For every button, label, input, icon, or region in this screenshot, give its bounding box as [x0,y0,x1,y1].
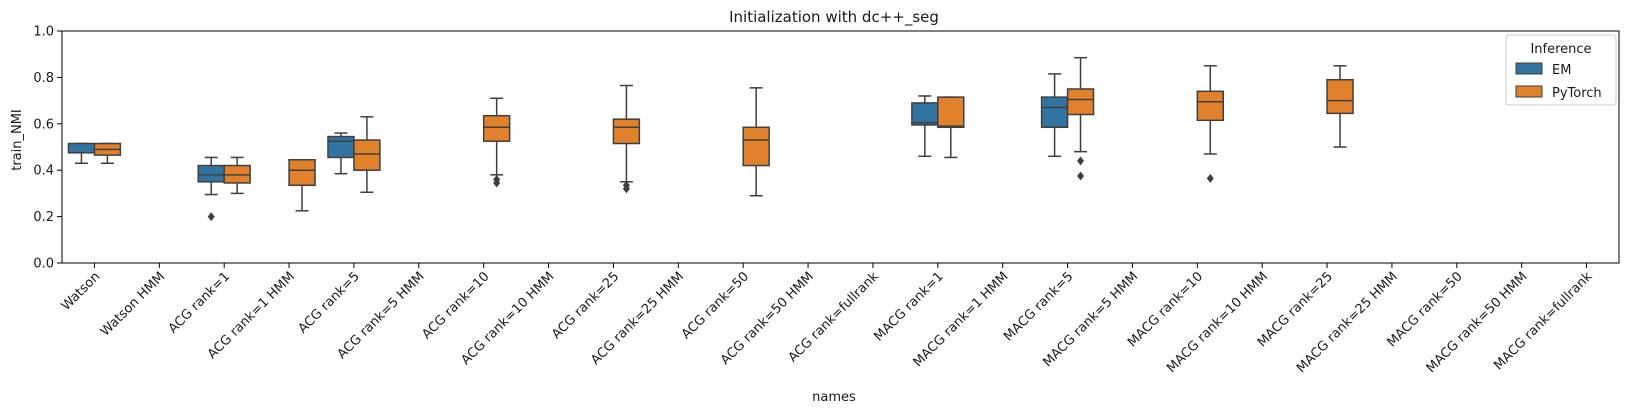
x-tick-label: MACG rank=1 [871,269,946,344]
iqr-box [911,102,939,126]
chart-title: Initialization with dc++_seg [729,8,939,27]
y-tick-label: 0.8 [33,71,54,86]
iqr-box [67,142,96,154]
outlier-point [1077,156,1085,166]
outlier-point [493,174,501,184]
x-axis-label: names [812,390,856,405]
outlier-point [1077,171,1085,181]
x-tick-label: ACG rank=25 [549,269,622,342]
iqr-box [288,159,316,187]
outlier-point [622,180,630,190]
box-acg-rank-1-pytorch [223,156,251,195]
legend-swatch-pytorch [1515,85,1543,98]
iqr-box [1326,78,1354,115]
box-acg-rank-25-pytorch [612,84,641,194]
y-tick-label: 1.0 [33,25,54,40]
x-tick-label: MACG rank=5 [1001,269,1076,344]
iqr-box [197,164,225,183]
outlier-point [207,212,215,222]
iqr-box [482,114,511,142]
x-tick-label: ACG rank=1 [166,269,233,336]
iqr-box [1196,90,1225,122]
outlier-point [1206,173,1214,183]
legend-title: Inference [1530,42,1591,57]
box-acg-rank-50-pytorch [742,87,770,197]
box-watson-em [67,142,96,164]
x-tick-label: ACG rank=5 [295,269,362,336]
y-tick-label: 0.4 [33,164,54,179]
box-acg-rank-5-pytorch [353,116,381,193]
box-macg-rank-25-pytorch [1326,65,1354,148]
box-macg-rank-10-pytorch [1196,65,1225,183]
y-tick-label: 0.6 [33,117,54,132]
y-tick-label: 0.2 [33,210,54,225]
legend-label-em: EM [1552,63,1571,78]
iqr-box [327,135,355,159]
iqr-box [353,139,381,171]
box-macg-rank-1-em [911,95,939,158]
legend: Inference EM PyTorch [1505,34,1617,106]
y-tick-label: 0.0 [33,257,54,272]
legend-label-pytorch: PyTorch [1552,86,1602,101]
x-tick-label: Watson [59,269,104,314]
legend-swatch-em [1515,62,1543,75]
x-tick-label: ACG rank=50 [679,269,752,342]
iqr-box [1040,96,1069,129]
box-macg-rank-5-pytorch [1066,56,1095,181]
iqr-box [612,118,641,145]
iqr-box [1066,88,1095,116]
box-acg-rank-10-pytorch [482,97,511,188]
box-watson-pytorch [93,142,122,164]
box-acg-rank-5-em [327,132,355,175]
box-macg-rank-5-em [1040,73,1069,158]
box-macg-rank-1-pytorch [937,96,965,159]
x-tick-label: ACG rank=10 [419,269,492,342]
box-acg-rank-1-em [197,156,225,222]
iqr-box [742,126,770,167]
y-axis-label: train_NMI [10,109,25,171]
x-tick-label: Watson HMM [98,269,168,339]
iqr-box [937,96,965,129]
box-acg-rank-1-hmm-pytorch [288,159,316,212]
plot-frame [61,30,1620,264]
